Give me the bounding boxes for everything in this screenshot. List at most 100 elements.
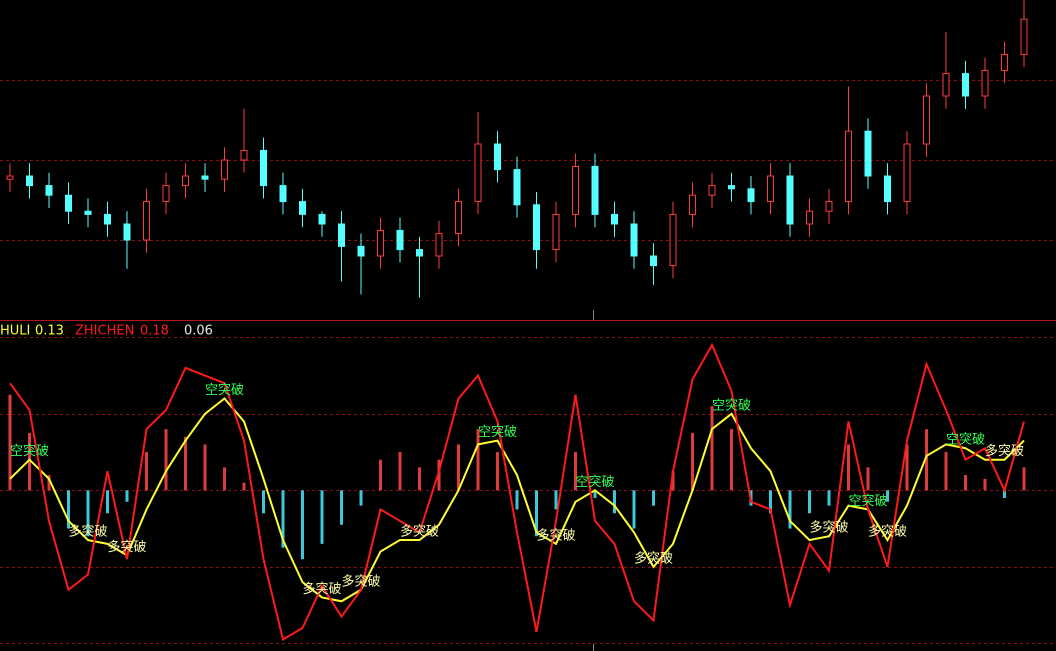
histogram-bar: [515, 490, 519, 510]
candle-body: [377, 229, 384, 257]
candle-body: [942, 73, 950, 97]
histogram-bar: [398, 452, 402, 491]
signal-label: 多突破: [868, 524, 907, 540]
histogram-bar: [671, 471, 675, 491]
candle-body: [123, 223, 131, 241]
histogram-bar: [184, 436, 187, 491]
candle-body: [84, 210, 92, 215]
candle-body: [591, 165, 599, 215]
candle-body: [240, 149, 248, 161]
signal-label: 多突破: [68, 524, 107, 540]
candle-body: [494, 143, 501, 171]
histogram-bar: [944, 452, 948, 491]
candle-body: [669, 213, 677, 267]
candle-body: [65, 194, 72, 212]
legend-name: ZHICHEN: [75, 324, 134, 339]
histogram-bar: [418, 467, 421, 491]
candle-body: [201, 175, 209, 180]
histogram-bar: [457, 444, 460, 491]
candle-body: [513, 169, 521, 206]
signal-label: 空突破: [205, 382, 244, 398]
signal-label: 空突破: [10, 443, 49, 459]
legend: HULI 0.13 ZHICHEN 0.18 0.06: [0, 324, 213, 339]
candle-body: [747, 188, 755, 203]
signal-label: 空突破: [848, 493, 887, 509]
histogram-bar: [223, 467, 226, 491]
histogram-bar: [86, 490, 90, 537]
histogram-bar: [710, 406, 714, 491]
candle-body: [435, 233, 443, 257]
legend-name: HULI: [0, 324, 30, 339]
candle-body: [552, 213, 560, 251]
candle-body: [825, 201, 833, 212]
legend-value: 0.18: [140, 324, 169, 339]
histogram-bar: [808, 490, 811, 514]
candle-body: [845, 130, 852, 203]
histogram-bar: [847, 444, 850, 491]
signal-label: 空突破: [478, 424, 517, 440]
candle-body: [611, 213, 618, 225]
candle-body: [981, 69, 989, 97]
candle-body: [650, 255, 657, 267]
indicator-line: [9, 342, 1025, 642]
histogram-bar: [593, 490, 597, 498]
candle-body: [182, 175, 189, 187]
candle-body: [357, 245, 365, 257]
histogram-bar: [983, 478, 987, 491]
histogram-bar: [730, 429, 733, 491]
candle-body: [806, 210, 813, 225]
indicator-line: [9, 397, 1025, 603]
candle-body: [786, 175, 794, 225]
histogram-bar: [242, 482, 246, 491]
signal-label: 多突破: [341, 573, 380, 589]
histogram-bar: [905, 444, 909, 491]
legend-value: 0.06: [184, 324, 213, 339]
candle-body: [533, 204, 540, 251]
candle-body: [221, 159, 228, 180]
candle-body: [864, 130, 872, 177]
histogram-bar: [691, 432, 694, 491]
candle-body: [708, 185, 716, 196]
histogram-bar: [886, 490, 889, 502]
histogram-bar: [788, 490, 792, 529]
histogram-bar: [28, 432, 31, 491]
candle-body: [6, 175, 14, 180]
histogram-bar: [359, 490, 363, 506]
candle-body: [962, 73, 969, 97]
signal-label: 多突破: [634, 550, 673, 566]
histogram-bar: [613, 490, 616, 514]
histogram-bar: [964, 475, 967, 491]
histogram-bar: [106, 490, 109, 514]
histogram-bar: [574, 452, 577, 491]
histogram-bar: [340, 490, 343, 525]
candle-body: [1020, 18, 1028, 55]
histogram-bar: [535, 490, 538, 537]
histogram-bar: [496, 452, 499, 491]
histogram-bar: [437, 459, 441, 491]
candle-body: [45, 185, 53, 196]
signal-label: 多突破: [107, 539, 146, 555]
histogram-bar: [125, 490, 129, 502]
histogram-bar: [827, 490, 831, 506]
histogram-bar: [1022, 467, 1026, 491]
candle-body: [299, 201, 306, 215]
candle-body: [338, 223, 345, 247]
candle-body: [903, 143, 911, 203]
candle-body: [728, 185, 735, 190]
candle-body: [104, 213, 111, 225]
candle-body: [143, 201, 150, 241]
histogram-bar: [164, 429, 168, 491]
histogram-bar: [145, 452, 148, 491]
histogram-bar: [1003, 490, 1006, 498]
histogram-bar: [67, 490, 70, 529]
signal-label: 多突破: [400, 524, 439, 540]
histogram-bar: [925, 429, 928, 491]
candle-body: [162, 185, 170, 203]
histogram-bar: [320, 490, 324, 544]
histogram-bar: [866, 467, 870, 491]
candle-body: [474, 143, 482, 203]
candle-body: [630, 223, 638, 257]
candle-body: [689, 194, 696, 215]
signal-label: 多突破: [985, 443, 1024, 459]
